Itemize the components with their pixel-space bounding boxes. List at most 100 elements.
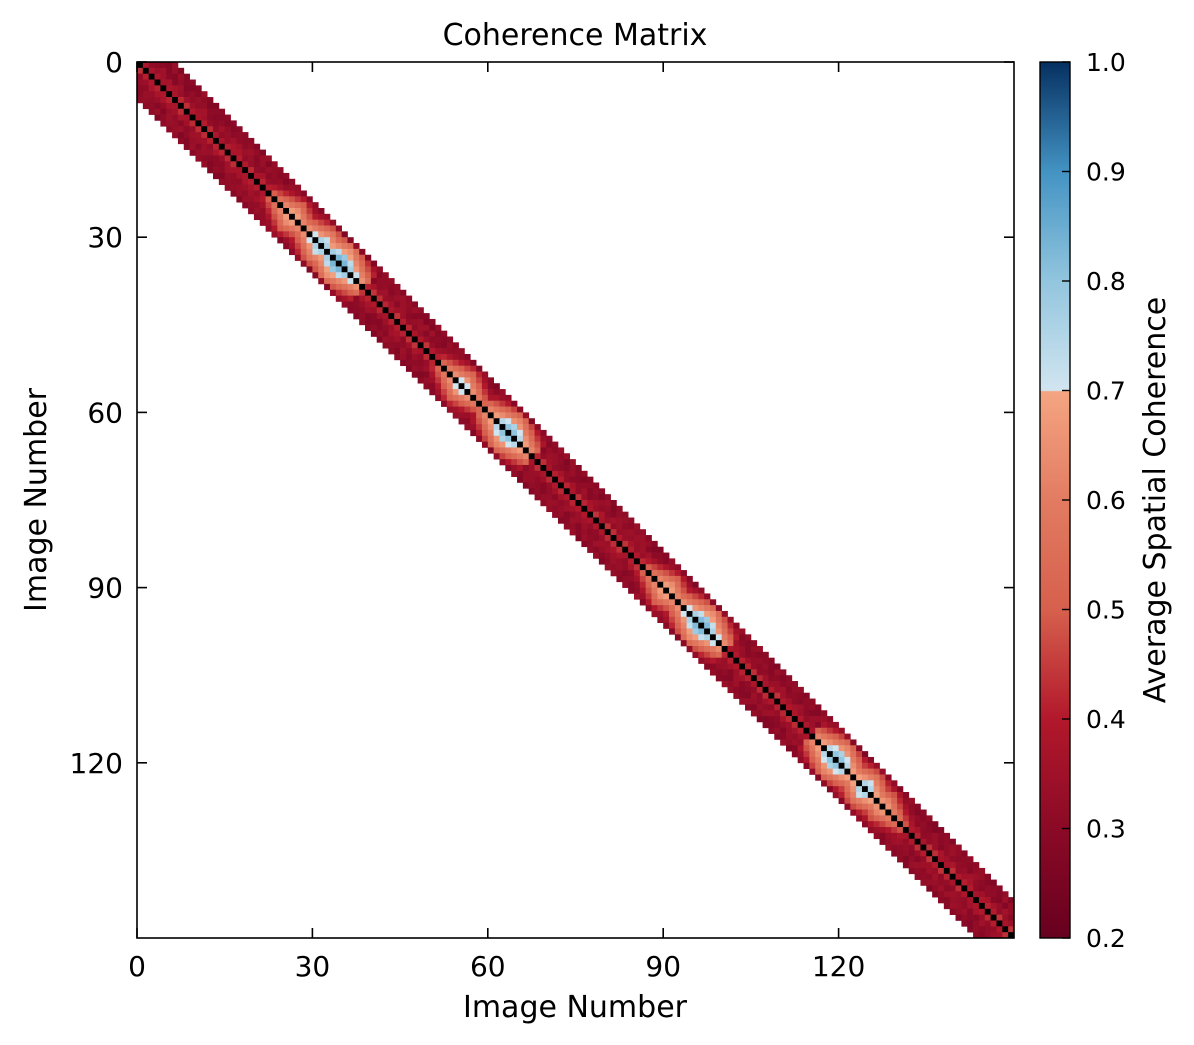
heatmap-cell xyxy=(604,523,611,530)
heatmap-cell xyxy=(575,517,582,524)
heatmap-cell xyxy=(879,768,886,775)
heatmap-cell xyxy=(932,862,939,869)
heatmap-cell xyxy=(973,867,980,875)
heatmap-cell xyxy=(750,651,758,659)
heatmap-cell xyxy=(388,342,395,349)
heatmap-cell xyxy=(435,371,442,378)
heatmap-cell xyxy=(300,219,307,226)
heatmap-cell xyxy=(160,114,167,121)
heatmap-cell xyxy=(990,920,997,927)
heatmap-cell xyxy=(721,651,728,659)
heatmap-cell xyxy=(978,908,986,915)
heatmap-cell xyxy=(756,698,763,705)
heatmap-cell xyxy=(984,926,991,933)
heatmap-cell xyxy=(376,295,383,302)
heatmap-cell xyxy=(464,365,471,372)
heatmap-cell xyxy=(417,371,424,378)
heatmap-cell xyxy=(891,850,898,857)
heatmap-cell xyxy=(587,494,594,501)
heatmap-cell xyxy=(663,581,670,588)
heatmap-cell xyxy=(335,237,342,244)
heatmap-cell xyxy=(376,266,383,273)
heatmap-cell xyxy=(727,616,734,623)
colorbar-tick-label: 0.3 xyxy=(1086,815,1126,844)
heatmap-cell xyxy=(353,295,360,302)
heatmap-cell xyxy=(879,792,886,799)
heatmap-cell xyxy=(803,739,810,746)
heatmap-cell xyxy=(458,365,465,372)
heatmap-cell xyxy=(446,383,454,390)
heatmap-cell xyxy=(306,237,313,244)
heatmap-cell xyxy=(300,237,307,244)
heatmap-cell xyxy=(189,143,196,150)
heatmap-cell xyxy=(961,914,968,921)
heatmap-cell xyxy=(569,523,576,530)
heatmap-cell xyxy=(166,85,173,92)
heatmap-cell xyxy=(733,651,740,659)
heatmap-cell xyxy=(324,266,331,273)
diagonal-cell xyxy=(464,389,471,396)
heatmap-cell xyxy=(797,751,804,758)
heatmap-cell xyxy=(785,727,793,734)
heatmap-cell xyxy=(844,733,851,740)
heatmap-cell xyxy=(610,558,617,565)
heatmap-cell xyxy=(990,932,997,939)
heatmap-cell xyxy=(493,412,500,419)
heatmap-cell xyxy=(575,535,582,542)
heatmap-cell xyxy=(265,172,272,180)
heatmap-cell xyxy=(347,307,354,314)
heatmap-cell xyxy=(967,856,974,863)
heatmap-cell xyxy=(844,774,851,781)
heatmap-cell xyxy=(552,459,559,466)
diagonal-cell xyxy=(470,394,477,402)
heatmap-cell xyxy=(633,546,641,553)
heatmap-cell xyxy=(651,599,658,606)
heatmap-cell xyxy=(476,394,483,402)
heatmap-cell xyxy=(201,120,208,127)
heatmap-cell xyxy=(984,879,991,886)
heatmap-cell xyxy=(633,581,641,588)
heatmap-cell xyxy=(464,424,471,431)
heatmap-cell xyxy=(160,62,167,69)
y-tick-label: 120 xyxy=(70,747,123,780)
heatmap-cell xyxy=(698,605,705,612)
heatmap-cell xyxy=(616,564,623,571)
diagonal-cell xyxy=(563,488,571,495)
heatmap-cell xyxy=(990,885,997,892)
heatmap-cell xyxy=(920,850,927,857)
heatmap-cell xyxy=(949,862,956,869)
heatmap-cell xyxy=(902,862,910,869)
heatmap-cell xyxy=(347,295,354,302)
heatmap-cell xyxy=(365,324,372,331)
diagonal-cell xyxy=(797,721,804,729)
heatmap-cell xyxy=(511,406,518,413)
heatmap-cell xyxy=(289,225,296,232)
heatmap-cell xyxy=(581,476,588,483)
heatmap-cell xyxy=(359,260,366,267)
diagonal-cell xyxy=(593,517,600,524)
heatmap-cell xyxy=(645,535,652,542)
heatmap-cell xyxy=(177,73,185,80)
heatmap-cell xyxy=(996,897,1003,904)
heatmap-cell xyxy=(739,669,746,676)
diagonal-cell xyxy=(318,243,325,250)
heatmap-cell xyxy=(745,675,752,682)
heatmap-cell xyxy=(522,429,530,437)
heatmap-cell xyxy=(891,838,898,845)
heatmap-cell xyxy=(376,278,383,285)
diagonal-cell xyxy=(669,593,676,600)
heatmap-cell xyxy=(686,599,693,606)
heatmap-cell xyxy=(575,529,582,536)
heatmap-cell xyxy=(154,102,161,110)
heatmap-cell xyxy=(335,231,342,238)
heatmap-cell xyxy=(785,692,793,699)
heatmap-cell xyxy=(680,628,687,635)
heatmap-cell xyxy=(312,248,319,256)
heatmap-cell xyxy=(353,272,360,279)
heatmap-cell xyxy=(721,616,728,623)
heatmap-cell xyxy=(405,348,413,355)
heatmap-cell xyxy=(359,278,366,285)
heatmap-cell xyxy=(142,97,150,104)
heatmap-cell xyxy=(522,441,530,448)
heatmap-cell xyxy=(961,920,968,927)
